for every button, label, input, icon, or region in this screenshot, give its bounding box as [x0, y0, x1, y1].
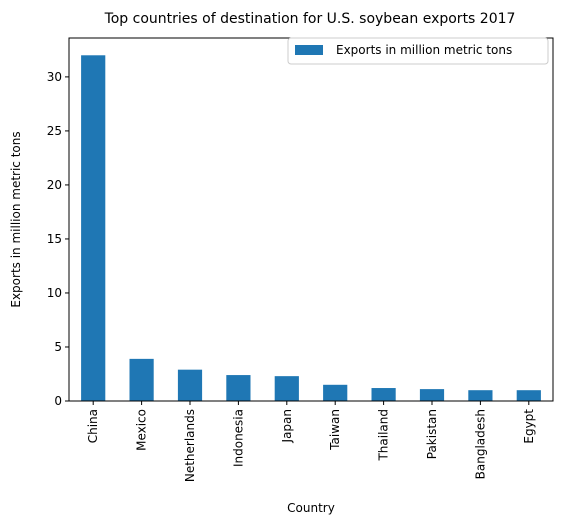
bar-mexico	[129, 358, 154, 401]
legend: Exports in million metric tons	[287, 37, 549, 65]
bar-taiwan	[323, 384, 348, 401]
bar-indonesia	[226, 375, 251, 401]
chart-title: Top countries of destination for U.S. so…	[104, 11, 516, 27]
plot-area: 0 5 10 15 20 25 30 China Mexico Netherlands Indon…	[47, 37, 554, 482]
y-tick-label: 10	[47, 286, 62, 300]
legend-label: Exports in million metric tons	[336, 43, 512, 57]
x-axis-label: Country	[287, 501, 335, 515]
y-tick-label: 15	[47, 232, 62, 246]
y-axis-label: Exports in million metric tons	[9, 131, 23, 307]
legend-swatch	[295, 45, 323, 55]
x-axis-ticks: China Mexico Netherlands Indonesia Japan Taiw…	[86, 401, 536, 482]
y-tick-label: 30	[47, 70, 62, 84]
x-tick-label: Indonesia	[231, 409, 245, 467]
y-tick-label: 5	[54, 340, 62, 354]
bar-japan	[274, 376, 299, 401]
bar-bangladesh	[468, 390, 493, 401]
x-tick-label: China	[86, 409, 100, 443]
y-tick-label: 20	[47, 178, 62, 192]
x-tick-label: Thailand	[377, 409, 391, 462]
legend-box	[287, 37, 549, 65]
x-tick-label: Mexico	[135, 409, 149, 451]
bar-egypt	[516, 390, 541, 401]
bar-netherlands	[177, 369, 203, 401]
x-tick-label: Pakistan	[425, 409, 439, 459]
x-tick-label: Netherlands	[183, 409, 197, 482]
bars	[81, 55, 541, 402]
y-tick-label: 25	[47, 124, 62, 138]
plot-frame	[68, 37, 554, 402]
bar-pakistan	[419, 389, 445, 401]
y-axis-ticks: 0 5 10 15 20 25 30	[47, 70, 69, 408]
x-tick-label: Japan	[280, 409, 294, 443]
bar-thailand	[371, 388, 396, 401]
x-tick-label: Bangladesh	[473, 409, 487, 479]
x-tick-label: Egypt	[522, 409, 536, 444]
y-tick-label: 0	[54, 394, 62, 408]
bar-china	[81, 55, 106, 402]
x-tick-label: Taiwan	[328, 409, 342, 451]
